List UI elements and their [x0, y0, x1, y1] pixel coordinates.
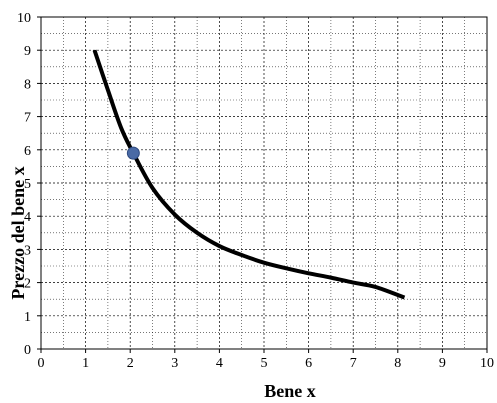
y-tick-label: 7: [24, 111, 31, 126]
x-tick-label: 5: [261, 356, 268, 371]
x-axis-title: Bene x: [264, 381, 316, 401]
series-layer: [92, 49, 406, 300]
x-tick-label: 8: [394, 356, 401, 371]
x-tick-label: 3: [171, 356, 178, 371]
y-axis-title: Prezzo del bene x: [8, 166, 28, 299]
x-tick-label: 6: [305, 356, 312, 371]
x-tick-label: 2: [127, 356, 134, 371]
x-tick-label: 4: [216, 356, 223, 371]
y-tick-label: 8: [24, 77, 31, 92]
y-tick-label: 6: [24, 144, 31, 159]
demand-curve-line: [92, 49, 406, 300]
y-tick-label: 3: [24, 243, 31, 258]
x-tick-label: 0: [38, 356, 45, 371]
grid: [41, 17, 487, 349]
y-tick-label: 4: [24, 210, 31, 225]
x-tick-label: 10: [480, 356, 494, 371]
y-tick-label: 0: [24, 343, 31, 358]
y-tick-label: 1: [24, 310, 31, 325]
tick-labels: 0 1 2 3 4 5 6 7 8 9 10 0 1 2 3 4 5 6 7 8 9 10: [17, 11, 494, 371]
x-tick-label: 9: [439, 356, 446, 371]
y-tick-label: 5: [24, 177, 31, 192]
y-tick-label: 9: [24, 44, 31, 59]
highlight-point: [126, 146, 140, 160]
points-layer: [126, 146, 140, 160]
y-tick-label: 2: [24, 277, 31, 292]
x-tick-label: 1: [82, 356, 89, 371]
y-tick-label: 10: [17, 11, 31, 26]
x-tick-label: 7: [350, 356, 357, 371]
